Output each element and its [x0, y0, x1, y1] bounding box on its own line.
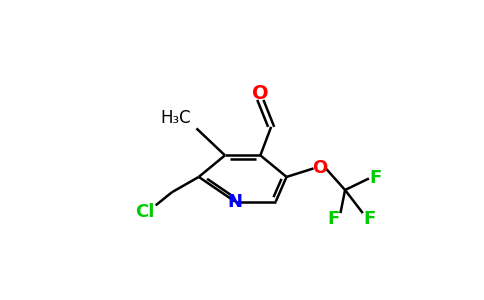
- Text: F: F: [327, 210, 340, 228]
- Text: H₃C: H₃C: [160, 110, 191, 128]
- Text: F: F: [370, 169, 382, 188]
- Text: O: O: [312, 159, 327, 177]
- Text: O: O: [252, 84, 269, 103]
- Text: Cl: Cl: [135, 202, 154, 220]
- Text: F: F: [363, 210, 376, 228]
- Text: N: N: [227, 193, 242, 211]
